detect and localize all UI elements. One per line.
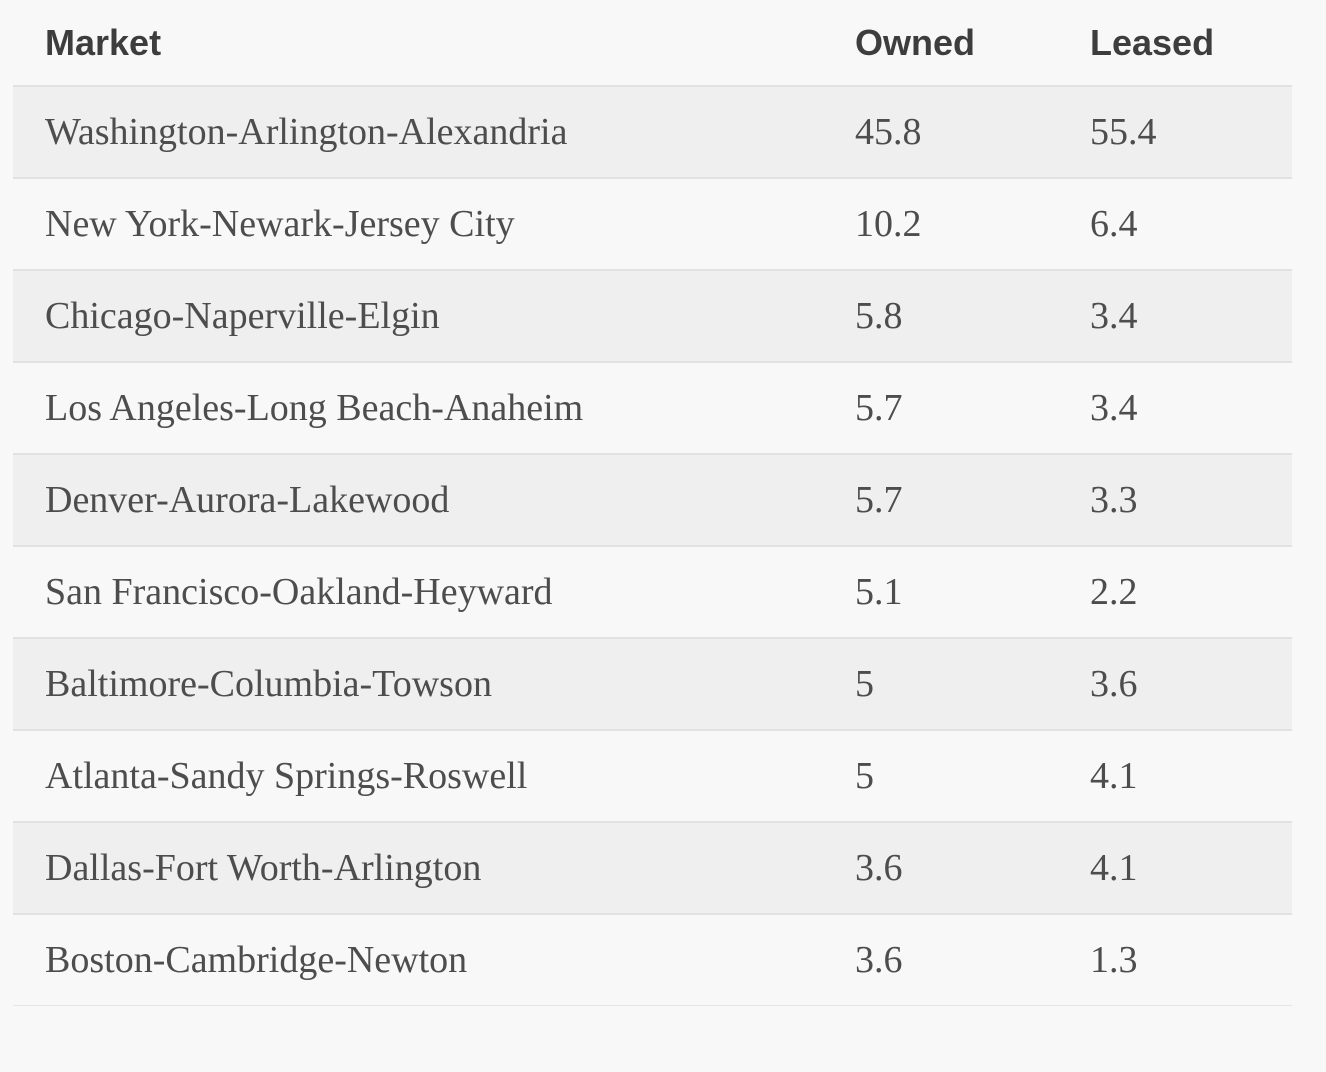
- market-cell: Atlanta-Sandy Springs-Roswell: [45, 755, 528, 797]
- owned-cell: 3.6: [855, 847, 903, 889]
- table-row: Chicago-Naperville-Elgin 5.8 3.4: [13, 269, 1292, 361]
- market-cell: Washington-Arlington-Alexandria: [45, 111, 568, 153]
- table-row: Atlanta-Sandy Springs-Roswell 5 4.1: [13, 729, 1292, 821]
- market-cell: Boston-Cambridge-Newton: [45, 939, 468, 981]
- owned-cell: 5: [855, 755, 874, 797]
- leased-cell: 1.3: [1090, 939, 1138, 981]
- table-row: Denver-Aurora-Lakewood 5.7 3.3: [13, 453, 1292, 545]
- table-body: Washington-Arlington-Alexandria 45.8 55.4 N…: [13, 85, 1292, 1005]
- leased-cell: 6.4: [1090, 203, 1138, 245]
- owned-cell: 3.6: [855, 939, 903, 981]
- owned-cell: 5.7: [855, 479, 903, 521]
- market-cell: Dallas-Fort Worth-Arlington: [45, 847, 482, 889]
- table-row: Los Angeles-Long Beach-Anaheim 5.7 3.4: [13, 361, 1292, 453]
- owned-cell: 5.7: [855, 387, 903, 429]
- owned-cell: 10.2: [855, 203, 922, 245]
- column-header-market: Market: [45, 21, 162, 63]
- leased-cell: 55.4: [1090, 111, 1157, 153]
- markets-table: Market Owned Leased Washington-Arlington…: [13, 0, 1292, 1006]
- column-header-leased: Leased: [1090, 21, 1215, 63]
- owned-cell: 5.1: [855, 571, 903, 613]
- market-cell: Chicago-Naperville-Elgin: [45, 295, 440, 337]
- market-cell: Los Angeles-Long Beach-Anaheim: [45, 387, 584, 429]
- table-row: Baltimore-Columbia-Towson 5 3.6: [13, 637, 1292, 729]
- table-row: Washington-Arlington-Alexandria 45.8 55.4: [13, 85, 1292, 177]
- owned-cell: 5: [855, 663, 874, 705]
- table-row: Dallas-Fort Worth-Arlington 3.6 4.1: [13, 821, 1292, 913]
- table-row: Boston-Cambridge-Newton 3.6 1.3: [13, 913, 1292, 1005]
- column-header-owned: Owned: [855, 21, 976, 63]
- market-cell: New York-Newark-Jersey City: [45, 203, 515, 245]
- leased-cell: 3.4: [1090, 387, 1138, 429]
- leased-cell: 3.3: [1090, 479, 1138, 521]
- market-cell: San Francisco-Oakland-Heyward: [45, 571, 553, 613]
- market-cell: Denver-Aurora-Lakewood: [45, 479, 450, 521]
- leased-cell: 4.1: [1090, 755, 1138, 797]
- table-header-row: Market Owned Leased: [13, 0, 1292, 85]
- table-row: New York-Newark-Jersey City 10.2 6.4: [13, 177, 1292, 269]
- table-row: San Francisco-Oakland-Heyward 5.1 2.2: [13, 545, 1292, 637]
- leased-cell: 4.1: [1090, 847, 1138, 889]
- leased-cell: 3.4: [1090, 295, 1138, 337]
- owned-cell: 45.8: [855, 111, 922, 153]
- market-cell: Baltimore-Columbia-Towson: [45, 663, 492, 705]
- leased-cell: 2.2: [1090, 571, 1138, 613]
- leased-cell: 3.6: [1090, 663, 1138, 705]
- owned-cell: 5.8: [855, 295, 903, 337]
